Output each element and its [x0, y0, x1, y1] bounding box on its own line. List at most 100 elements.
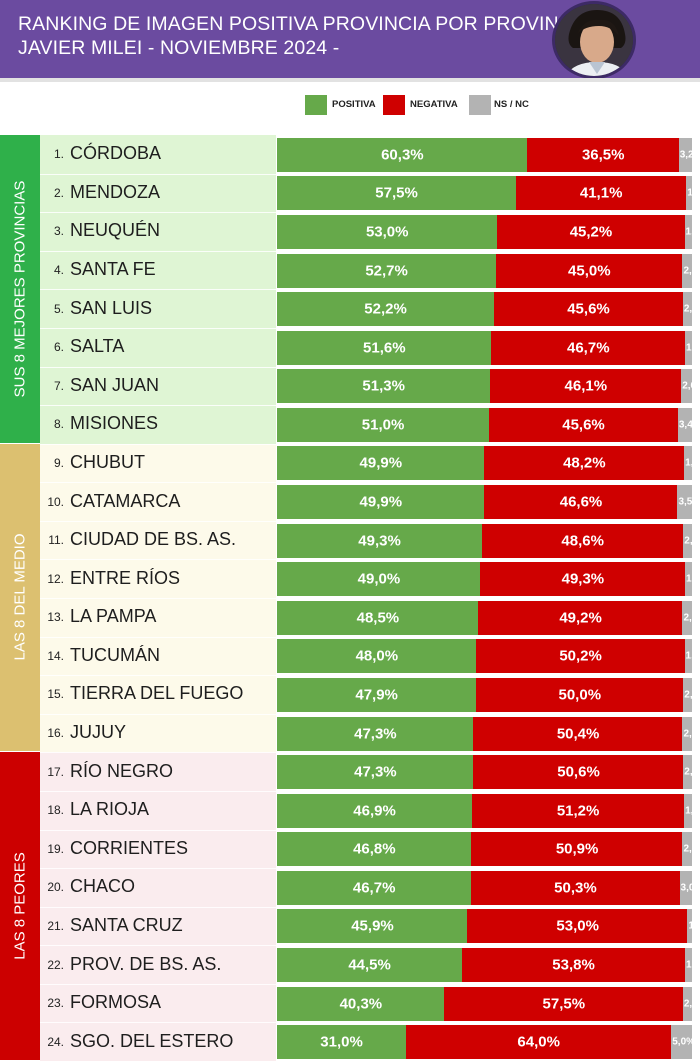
stacked-bar: 46,9% 51,2% 1,9: [277, 793, 692, 828]
bar-ns-nc: 1,7: [684, 330, 692, 365]
bar-ns-nc: 1,8: [684, 639, 692, 674]
stacked-bar: 46,7% 50,3% 3,0%: [277, 870, 692, 905]
rank-number: 16.: [47, 726, 64, 741]
stacked-bar: 48,0% 50,2% 1,8: [277, 639, 692, 674]
data-label: 3,5: [678, 496, 692, 508]
rank-number: 7.: [53, 378, 64, 393]
province-name: TIERRA DEL FUEGO: [70, 683, 244, 704]
bar-negativa: 49,2%: [478, 600, 683, 635]
stacked-bar: 48,5% 49,2% 2,3: [277, 600, 692, 635]
data-label: 2,2: [683, 998, 692, 1010]
data-label: 45,9%: [351, 917, 394, 935]
data-label: 46,7%: [567, 339, 610, 357]
rank-number: 17.: [47, 764, 64, 779]
stacked-bar: 47,3% 50,6% 2,1: [277, 755, 692, 790]
rank-number: 19.: [47, 841, 64, 856]
bar-ns-nc: 2,3: [682, 832, 692, 867]
bar-negativa: 50,4%: [473, 716, 683, 751]
province-name: MENDOZA: [70, 181, 160, 202]
data-label: 48,2%: [563, 454, 606, 472]
group-label-bar: LAS 8 DEL MEDIO: [0, 443, 40, 752]
province-name: SAN JUAN: [70, 374, 160, 395]
data-label: 53,0%: [365, 223, 409, 241]
bar-ns-nc: 2,1: [683, 755, 692, 790]
stacked-bar: 51,6% 46,7% 1,7: [277, 330, 692, 365]
bar-positiva: 46,9%: [277, 793, 473, 828]
data-label: 31,0%: [320, 1033, 363, 1051]
group-label: LAS 8 DEL MEDIO: [11, 533, 29, 661]
bar-ns-nc: 1,9: [684, 446, 692, 481]
stacked-bar: 31,0% 64,0% 5,0%: [277, 1025, 692, 1060]
data-label: 3,2%: [679, 149, 692, 161]
avatar: [552, 1, 636, 79]
bar-positiva: 51,3%: [277, 369, 491, 404]
row-divider: [40, 983, 276, 985]
data-label: 60,3%: [381, 146, 424, 164]
bar-positiva: 44,5%: [277, 948, 463, 983]
row-divider: [40, 752, 276, 754]
province-name: CORRIENTES: [70, 837, 189, 858]
data-label: 1,8: [685, 226, 692, 238]
stacked-bar: 51,3% 46,1% 2,6: [277, 369, 692, 404]
bar-ns-nc: 3,5: [677, 485, 692, 520]
bar-ns-nc: 3,2%: [678, 137, 692, 172]
province-name: CÓRDOBA: [70, 143, 162, 164]
bar-ns-nc: 2,6: [681, 369, 692, 404]
stacked-bar: 47,3% 50,4% 2,3: [277, 716, 692, 751]
person-portrait-icon: [555, 4, 633, 76]
bar-positiva: 47,3%: [277, 716, 474, 751]
bar-positiva: 40,3%: [277, 986, 445, 1021]
data-label: 51,6%: [363, 339, 406, 357]
row-divider: [40, 443, 276, 445]
rank-number: 9.: [53, 455, 64, 470]
row-divider: [40, 559, 276, 561]
data-label: 53,8%: [552, 956, 595, 974]
data-label: 44,5%: [348, 956, 391, 974]
bar-negativa: 50,6%: [473, 755, 684, 790]
group-label-bar: SUS 8 MEJORES PROVINCIAS: [0, 135, 40, 443]
bar-ns-nc: 2,1: [683, 523, 692, 558]
rank-number: 23.: [47, 996, 64, 1011]
data-label: 48,0%: [355, 647, 399, 665]
province-name: CATAMARCA: [70, 490, 181, 511]
row-divider: [40, 713, 276, 715]
group-label-bar: LAS 8 PEORES: [0, 752, 40, 1060]
bar-negativa: 46,1%: [489, 369, 682, 404]
bar-negativa: 50,2%: [476, 639, 686, 674]
rank-number: 6.: [53, 340, 64, 355]
group-label: SUS 8 MEJORES PROVINCIAS: [11, 180, 29, 398]
data-label: 57,5%: [542, 995, 586, 1013]
bar-ns-nc: 1,8: [684, 214, 692, 249]
bar-positiva: 31,0%: [277, 1025, 407, 1060]
data-label: 1,9: [685, 805, 692, 817]
bar-negativa: 50,9%: [471, 832, 683, 867]
bar-ns-nc: 2,3: [682, 600, 692, 635]
stacked-bar: 44,5% 53,8% 1,7: [277, 948, 692, 983]
data-label: 2,3: [683, 843, 692, 855]
stacked-bar: 40,3% 57,5% 2,2: [277, 986, 692, 1021]
province-name: SANTA CRUZ: [70, 914, 183, 935]
row-divider: [40, 520, 276, 522]
bar-negativa: 50,0%: [475, 677, 684, 712]
rank-number: 21.: [47, 918, 64, 933]
data-label: 49,0%: [357, 570, 401, 588]
row-divider: [40, 906, 276, 908]
stacked-bar: 52,7% 45,0% 2,3: [277, 253, 692, 288]
data-label: 45,2%: [569, 223, 613, 241]
row-divider: [40, 327, 276, 329]
rank-number: 1.: [53, 147, 64, 162]
data-label: 49,9%: [359, 454, 403, 472]
province-name: FORMOSA: [70, 992, 162, 1013]
data-label: 46,7%: [352, 879, 396, 897]
rank-number: 5.: [53, 301, 64, 316]
bar-ns-nc: 2,3: [682, 253, 692, 288]
stacked-bar: 47,9% 50,0% 2,1: [277, 677, 692, 712]
data-label: 1,7: [685, 573, 692, 585]
data-label: 45,6%: [567, 300, 610, 318]
row-divider: [40, 829, 276, 831]
data-label: 1,1: [688, 920, 692, 932]
row-divider: [40, 212, 276, 214]
data-label: 48,6%: [561, 532, 604, 550]
bar-ns-nc: 5,0%: [671, 1025, 692, 1060]
data-label: 1,4: [687, 187, 692, 199]
